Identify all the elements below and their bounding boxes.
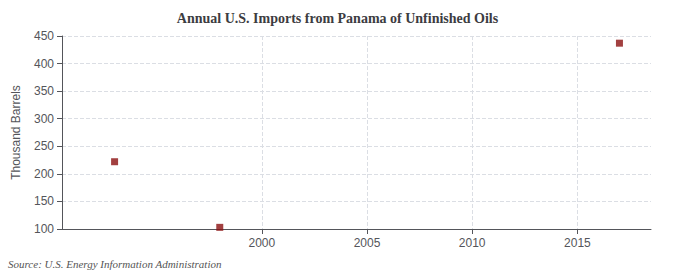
svg-text:2005: 2005 — [354, 236, 381, 250]
svg-text:350: 350 — [34, 84, 54, 98]
svg-text:2000: 2000 — [248, 236, 275, 250]
svg-text:300: 300 — [34, 112, 54, 126]
svg-text:400: 400 — [34, 57, 54, 71]
svg-text:2015: 2015 — [564, 236, 591, 250]
svg-text:Source: U.S. Energy Informatio: Source: U.S. Energy Information Administ… — [8, 258, 222, 270]
svg-text:2010: 2010 — [459, 236, 486, 250]
svg-text:450: 450 — [34, 29, 54, 43]
svg-text:250: 250 — [34, 139, 54, 153]
svg-text:150: 150 — [34, 194, 54, 208]
svg-text:100: 100 — [34, 222, 54, 236]
svg-text:Annual U.S. Imports from Panam: Annual U.S. Imports from Panama of Unfin… — [177, 11, 499, 26]
svg-text:Thousand Barrels: Thousand Barrels — [9, 85, 23, 180]
svg-text:200: 200 — [34, 167, 54, 181]
